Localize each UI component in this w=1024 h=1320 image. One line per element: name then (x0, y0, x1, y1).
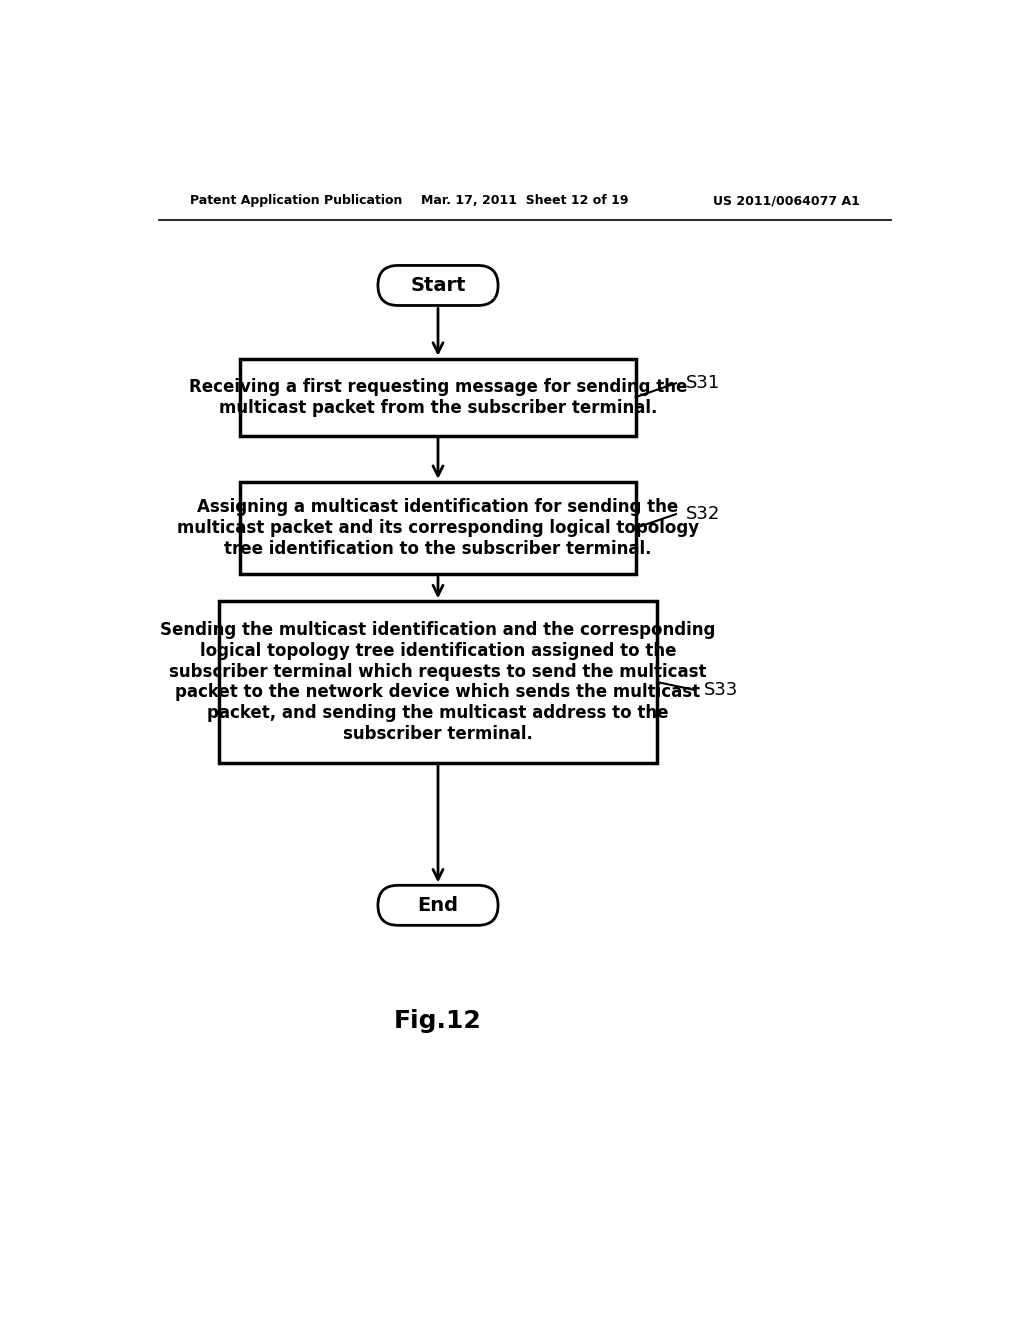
Text: Receiving a first requesting message for sending the
multicast packet from the s: Receiving a first requesting message for… (188, 378, 687, 417)
Text: Mar. 17, 2011  Sheet 12 of 19: Mar. 17, 2011 Sheet 12 of 19 (421, 194, 629, 207)
Text: S33: S33 (703, 681, 738, 698)
Text: End: End (418, 896, 459, 915)
Text: US 2011/0064077 A1: US 2011/0064077 A1 (713, 194, 859, 207)
Text: S31: S31 (686, 375, 720, 392)
Text: Fig.12: Fig.12 (394, 1008, 482, 1032)
Text: Assigning a multicast identification for sending the
multicast packet and its co: Assigning a multicast identification for… (177, 498, 699, 558)
Text: Patent Application Publication: Patent Application Publication (190, 194, 402, 207)
Bar (219, 601, 657, 763)
Text: Sending the multicast identification and the corresponding
logical topology tree: Sending the multicast identification and… (161, 620, 716, 743)
FancyBboxPatch shape (378, 886, 498, 925)
Text: Start: Start (411, 276, 466, 294)
Bar (241, 359, 636, 436)
FancyBboxPatch shape (378, 265, 498, 305)
Text: S32: S32 (686, 506, 720, 523)
Bar (241, 482, 636, 574)
